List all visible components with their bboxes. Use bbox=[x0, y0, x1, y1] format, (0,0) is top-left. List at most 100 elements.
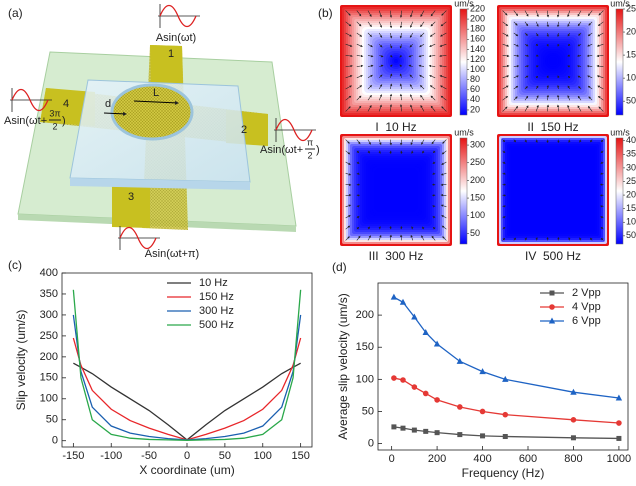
flow-arrow bbox=[535, 104, 539, 112]
flow-arrow bbox=[367, 21, 372, 28]
colorbar bbox=[615, 8, 624, 116]
heatmap-ring bbox=[551, 188, 555, 192]
flow-arrow bbox=[502, 139, 506, 143]
flow-arrow bbox=[567, 43, 571, 47]
flow-arrow bbox=[524, 95, 529, 101]
map-label: II 150 Hz bbox=[527, 120, 578, 134]
colorbar-tick-label: 250 bbox=[626, 3, 636, 13]
flow-arrow bbox=[422, 150, 425, 154]
flow-arrow bbox=[378, 74, 383, 79]
series-line bbox=[393, 296, 619, 399]
flow-arrow bbox=[557, 44, 560, 47]
flow-arrow bbox=[432, 172, 436, 175]
flow-arrow bbox=[432, 216, 436, 219]
flow-arrow bbox=[587, 105, 593, 112]
series-line bbox=[73, 362, 301, 441]
flow-arrow bbox=[389, 73, 393, 78]
flow-arrow bbox=[535, 32, 539, 37]
flow-arrow bbox=[389, 21, 393, 29]
length-arrow bbox=[133, 100, 179, 105]
flow-arrow bbox=[389, 139, 392, 146]
flow-arrow bbox=[420, 21, 425, 28]
flow-arrow bbox=[400, 234, 403, 241]
flow-arrow bbox=[345, 64, 353, 68]
flow-arrow bbox=[345, 215, 351, 219]
legend-marker bbox=[549, 290, 555, 296]
flow-arrow bbox=[440, 194, 447, 197]
marker bbox=[570, 435, 576, 441]
marker bbox=[391, 375, 397, 381]
flow-arrow bbox=[600, 150, 604, 153]
flow-arrow bbox=[600, 237, 604, 241]
flow-arrow bbox=[502, 64, 510, 68]
flow-arrow bbox=[356, 150, 360, 154]
marker bbox=[502, 375, 509, 382]
electrode-label: 3 bbox=[128, 191, 134, 203]
colorbar-unit: um/s bbox=[610, 0, 630, 8]
flow-arrow bbox=[345, 139, 350, 144]
flow-arrow bbox=[345, 21, 352, 27]
flow-arrow bbox=[389, 64, 393, 68]
flow-arrow bbox=[441, 150, 447, 155]
flow-arrow bbox=[597, 85, 604, 90]
flow-arrow bbox=[430, 21, 436, 27]
flow-arrow bbox=[597, 21, 604, 27]
marker bbox=[616, 420, 622, 426]
flow-arrow bbox=[356, 54, 364, 58]
flow-arrow bbox=[600, 227, 604, 230]
flow-arrow bbox=[513, 75, 519, 79]
flow-arrow bbox=[546, 104, 550, 112]
flow-arrow bbox=[587, 43, 593, 47]
flow-arrow bbox=[399, 32, 403, 39]
flow-arrow bbox=[419, 43, 425, 48]
flow-arrow bbox=[535, 139, 538, 143]
marker bbox=[616, 435, 622, 441]
marker bbox=[570, 388, 577, 395]
flow-arrow bbox=[546, 10, 550, 18]
x-tick-label: -100 bbox=[100, 450, 122, 462]
flow-arrow bbox=[389, 234, 392, 241]
flow-arrow bbox=[556, 104, 560, 112]
flow-arrow bbox=[409, 43, 414, 48]
marker bbox=[411, 384, 418, 390]
flow-arrow bbox=[356, 139, 361, 145]
map-label: III 300 Hz bbox=[369, 249, 424, 263]
heatmap bbox=[497, 134, 609, 246]
colorbar-tick-label: 350 bbox=[626, 149, 636, 159]
heatmap bbox=[497, 5, 609, 117]
flow-arrow bbox=[556, 10, 560, 18]
flow-arrow bbox=[430, 10, 436, 17]
flow-arrow bbox=[513, 43, 519, 47]
flow-arrow bbox=[379, 54, 384, 58]
flow-arrow bbox=[422, 226, 425, 230]
flow-arrow bbox=[367, 32, 373, 38]
flow-arrow bbox=[399, 64, 403, 68]
flow-arrow bbox=[400, 139, 403, 146]
flow-arrow bbox=[367, 54, 374, 58]
flow-arrow bbox=[513, 32, 519, 37]
flow-arrow bbox=[596, 64, 604, 68]
colorbar-tick-label: 200 bbox=[626, 26, 636, 36]
flow-arrow bbox=[590, 139, 593, 143]
flow-arrow bbox=[367, 226, 370, 230]
channel-hole bbox=[110, 83, 194, 141]
flow-arrow bbox=[378, 150, 381, 154]
colorbar-tick-label: 250 bbox=[470, 157, 485, 167]
flow-arrow bbox=[440, 183, 447, 186]
flow-arrow bbox=[557, 75, 560, 78]
x-tick-label: 1000 bbox=[607, 453, 631, 465]
glass-edge bbox=[70, 178, 250, 190]
flow-arrow bbox=[356, 216, 360, 219]
flow-arrow bbox=[502, 216, 506, 219]
x-tick-label: 0 bbox=[389, 453, 395, 465]
flow-arrow bbox=[345, 10, 351, 16]
y-tick-label: 150 bbox=[356, 341, 374, 353]
flow-arrow bbox=[378, 234, 382, 241]
flow-arrow bbox=[429, 32, 436, 37]
flow-arrow bbox=[356, 161, 360, 164]
electrode-label: 4 bbox=[63, 98, 69, 110]
heatmap-ring bbox=[394, 188, 398, 192]
flow-arrow bbox=[596, 43, 604, 47]
flow-arrow bbox=[578, 86, 582, 90]
flow-arrow bbox=[587, 32, 593, 37]
